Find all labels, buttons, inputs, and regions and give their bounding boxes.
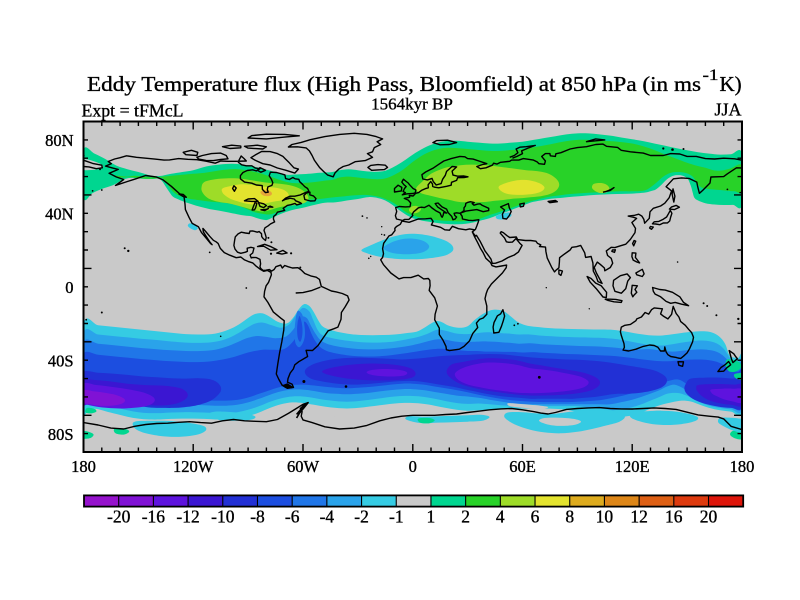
svg-text:60W: 60W [287,457,320,476]
svg-text:1: 1 [427,507,436,527]
svg-text:-2: -2 [354,507,369,527]
svg-text:-1: -1 [703,67,719,84]
svg-text:Expt = tFMcL: Expt = tFMcL [82,100,184,120]
svg-text:-20: -20 [107,507,131,527]
svg-text:0: 0 [409,457,417,476]
svg-text:-8: -8 [250,507,265,527]
svg-text:180: 180 [730,457,755,476]
svg-text:40S: 40S [48,351,74,370]
svg-text:1564kyr BP: 1564kyr BP [371,94,453,113]
svg-text:JJA: JJA [714,100,741,120]
svg-text:0: 0 [65,278,73,297]
svg-text:10: 10 [596,507,614,527]
svg-text:180: 180 [71,457,96,476]
svg-text:-12: -12 [176,507,199,527]
svg-text:-6: -6 [285,507,300,527]
svg-text:120E: 120E [615,457,650,476]
svg-text:Eddy Temperature flux (High Pa: Eddy Temperature flux (High Pass, Bloomf… [87,72,701,96]
svg-text:12: 12 [630,507,648,527]
svg-text:80S: 80S [48,425,74,444]
svg-text:80N: 80N [45,131,74,150]
svg-text:4: 4 [496,507,505,527]
svg-text:16: 16 [665,507,683,527]
svg-text:-16: -16 [142,507,166,527]
svg-text:-1: -1 [389,507,404,527]
svg-text:-4: -4 [320,507,335,527]
svg-text:2: 2 [461,507,470,527]
svg-text:20: 20 [700,507,718,527]
svg-text:8: 8 [565,507,574,527]
svg-text:60E: 60E [509,457,536,476]
svg-text:K): K) [720,72,742,96]
svg-text:6: 6 [531,507,540,527]
svg-text:120W: 120W [173,457,214,476]
svg-text:-10: -10 [211,507,235,527]
svg-text:40N: 40N [45,205,74,224]
